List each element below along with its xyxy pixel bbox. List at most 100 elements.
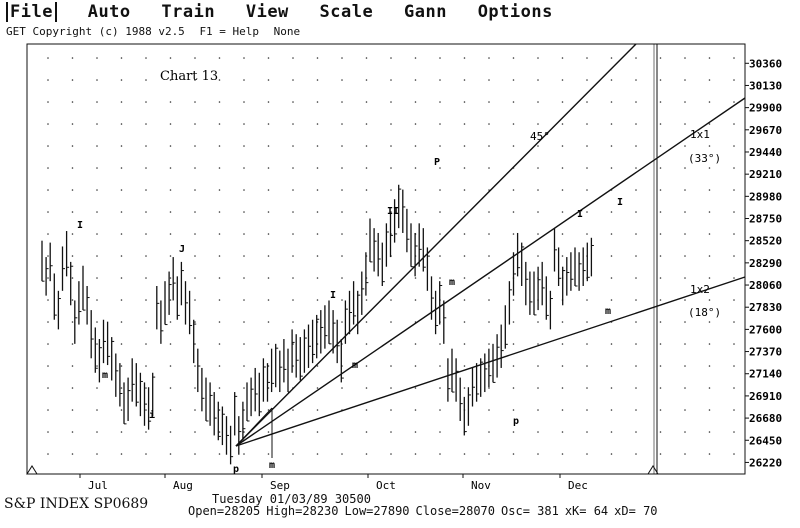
grid-dot bbox=[120, 167, 123, 169]
grid-dot bbox=[243, 387, 245, 389]
grid-dot bbox=[684, 145, 686, 147]
grid-dot bbox=[659, 387, 662, 389]
grid-dot bbox=[71, 321, 74, 323]
grid-dot bbox=[463, 167, 466, 169]
menu-gann[interactable]: Gann bbox=[403, 2, 447, 22]
grid-dot bbox=[463, 343, 466, 345]
osc-value: Osc= 381 bbox=[501, 504, 559, 518]
grid-dot bbox=[463, 321, 466, 323]
y-tick-label: 27370 bbox=[749, 346, 782, 359]
grid-dot bbox=[635, 79, 637, 81]
x-tick-label: Sep bbox=[270, 479, 290, 492]
gann-fan: 45° 1x1 (33°) 1x2 (18°) bbox=[235, 43, 746, 458]
grid-dot bbox=[316, 57, 319, 59]
grid-dot bbox=[47, 79, 49, 81]
grid-dot bbox=[439, 343, 441, 345]
grid-dot bbox=[145, 211, 147, 213]
y-tick-label: 30360 bbox=[749, 57, 782, 70]
grid-dot bbox=[169, 189, 172, 191]
grid-dot bbox=[390, 189, 392, 191]
grid-dot bbox=[120, 101, 123, 103]
grid-dot bbox=[292, 167, 294, 169]
grid-dot bbox=[145, 79, 147, 81]
grid-dot bbox=[414, 409, 417, 411]
gann-line bbox=[235, 43, 637, 447]
grid-dot bbox=[635, 255, 637, 257]
grid-dot bbox=[610, 277, 613, 279]
grid-dot bbox=[316, 431, 319, 433]
plot-frame bbox=[26, 43, 746, 475]
grid-dot bbox=[341, 255, 343, 257]
grid-dot bbox=[463, 79, 466, 81]
grid-dot bbox=[243, 255, 245, 257]
grid-dot bbox=[586, 343, 588, 345]
grid-dot bbox=[267, 233, 270, 235]
grid-dot bbox=[267, 277, 270, 279]
grid-dot bbox=[96, 453, 98, 455]
symbol-label: S&P INDEX SP0689 bbox=[4, 496, 149, 512]
grid-dot bbox=[561, 123, 564, 125]
grid-dot bbox=[145, 123, 147, 125]
grid-dot bbox=[488, 343, 490, 345]
grid-dot bbox=[708, 453, 711, 455]
y-tick-label: 29900 bbox=[749, 102, 782, 115]
menu-file[interactable]: File bbox=[6, 2, 57, 22]
y-tick-label: 29670 bbox=[749, 124, 782, 137]
grid-dot bbox=[635, 387, 637, 389]
grid-dot bbox=[120, 409, 123, 411]
grid-dot bbox=[733, 189, 735, 191]
grid-dot bbox=[341, 189, 343, 191]
grid-dot bbox=[561, 255, 564, 257]
grid-dot bbox=[708, 343, 711, 345]
right-scroll-arrow[interactable] bbox=[647, 465, 659, 475]
grid-dot bbox=[414, 189, 417, 191]
grid-dot bbox=[365, 145, 368, 147]
menu-train[interactable]: Train bbox=[161, 2, 216, 22]
grid-dot bbox=[365, 101, 368, 103]
pivot-marker: m bbox=[102, 370, 108, 381]
grid-dot bbox=[292, 299, 294, 301]
grid-dot bbox=[512, 145, 515, 147]
grid-dot bbox=[194, 277, 196, 279]
grid-dot bbox=[610, 365, 613, 367]
x-tick-label: Dec bbox=[568, 479, 588, 492]
grid-dot bbox=[47, 409, 49, 411]
grid-dot bbox=[537, 409, 539, 411]
grid-dot bbox=[414, 431, 417, 433]
grid-dot bbox=[243, 79, 245, 81]
left-scroll-arrow[interactable] bbox=[26, 465, 38, 475]
grid-dot bbox=[218, 123, 221, 125]
xd-value: xD= 70 bbox=[614, 504, 658, 518]
grid-dot bbox=[71, 79, 74, 81]
menu-options[interactable]: Options bbox=[477, 2, 553, 22]
grid-dot bbox=[120, 233, 123, 235]
grid-dot bbox=[316, 211, 319, 213]
grid-dot bbox=[537, 343, 539, 345]
x-tick-label: Nov bbox=[471, 479, 491, 492]
grid-dot bbox=[488, 167, 490, 169]
grid-dot bbox=[708, 321, 711, 323]
grid-dot bbox=[390, 387, 392, 389]
grid-dot bbox=[512, 431, 515, 433]
menu-view[interactable]: View bbox=[245, 2, 289, 22]
grid-dot bbox=[194, 211, 196, 213]
menu-scale[interactable]: Scale bbox=[319, 2, 374, 22]
y-tick-label: 29440 bbox=[749, 146, 782, 159]
grid-dot bbox=[488, 79, 490, 81]
grid-dot bbox=[71, 453, 74, 455]
grid-dot bbox=[439, 409, 441, 411]
grid-dot bbox=[243, 123, 245, 125]
grid-dot bbox=[316, 101, 319, 103]
grid-dot bbox=[71, 387, 74, 389]
grid-dot bbox=[365, 343, 368, 345]
grid-dot bbox=[733, 299, 735, 301]
grid-dot bbox=[243, 343, 245, 345]
gann-line bbox=[235, 407, 273, 447]
grid-dot bbox=[733, 123, 735, 125]
grid-dot bbox=[635, 57, 637, 59]
menu-auto[interactable]: Auto bbox=[87, 2, 131, 22]
grid-dot bbox=[292, 145, 294, 147]
grid-dot bbox=[365, 211, 368, 213]
grid-dot bbox=[292, 255, 294, 257]
grid-dot bbox=[439, 57, 441, 59]
